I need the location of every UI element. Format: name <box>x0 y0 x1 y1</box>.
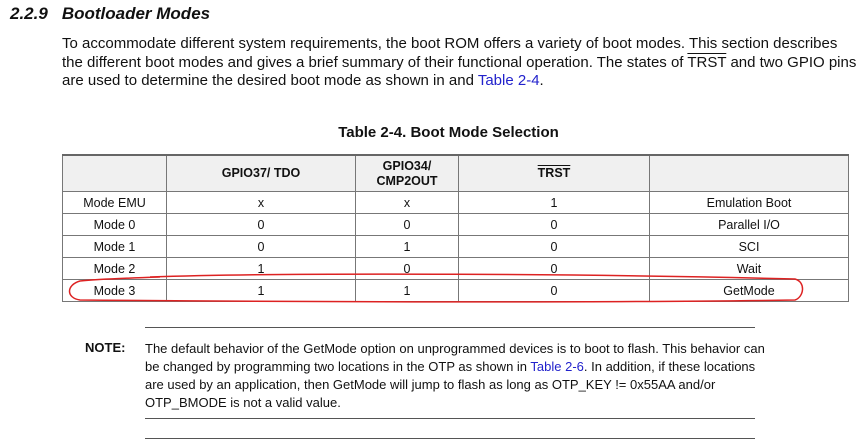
note-label: NOTE: <box>85 340 126 355</box>
header-cell: GPIO34/ CMP2OUT <box>355 154 459 192</box>
table-cell: 0 <box>458 279 650 302</box>
table-cell: Mode 2 <box>62 257 167 280</box>
intro-text-2: and two GPIO pins are used to determine … <box>62 53 857 90</box>
table-2-4-link[interactable]: Table 2-4 <box>477 72 540 89</box>
intro-text: To accommodate different system requirem… <box>62 35 838 71</box>
intro-end: . <box>539 72 544 89</box>
note-text: The default behavior of the GetMode opti… <box>145 340 765 412</box>
header-cell: GPIO37/ TDO <box>166 154 356 192</box>
section-heading: 2.2.9 Bootloader Modes <box>10 4 210 24</box>
divider <box>145 438 755 439</box>
note-bottom-rule <box>145 418 755 419</box>
section-title: Bootloader Modes <box>61 4 211 23</box>
table-cell: Parallel I/O <box>649 213 849 236</box>
boot-mode-table: GPIO37/ TDO GPIO34/ CMP2OUT TRST Mode EM… <box>62 154 849 302</box>
note-top-rule <box>145 327 755 328</box>
note-text-1: The default behavior of the GetMode opti… <box>145 341 765 374</box>
trst-signal: TRST <box>687 53 727 71</box>
section-number: 2.2.9 <box>10 4 48 23</box>
table-caption: Table 2-4. Boot Mode Selection <box>338 124 559 141</box>
intro-paragraph: To accommodate different system requirem… <box>62 35 862 91</box>
header-cell <box>649 154 849 192</box>
table-row: Mode 0 0 0 0 Parallel I/O <box>62 213 849 236</box>
header-text: GPIO34/ CMP2OUT <box>376 158 438 188</box>
table-row: Mode 3 1 1 0 GetMode <box>62 279 849 302</box>
note-text-2: . In addition, if these locations are us… <box>145 359 756 410</box>
header-cell: TRST <box>458 154 650 192</box>
table-header-row: GPIO37/ TDO GPIO34/ CMP2OUT TRST <box>62 154 849 192</box>
table-2-6-link[interactable]: Table 2-6 <box>530 359 584 374</box>
header-cell <box>62 154 167 192</box>
